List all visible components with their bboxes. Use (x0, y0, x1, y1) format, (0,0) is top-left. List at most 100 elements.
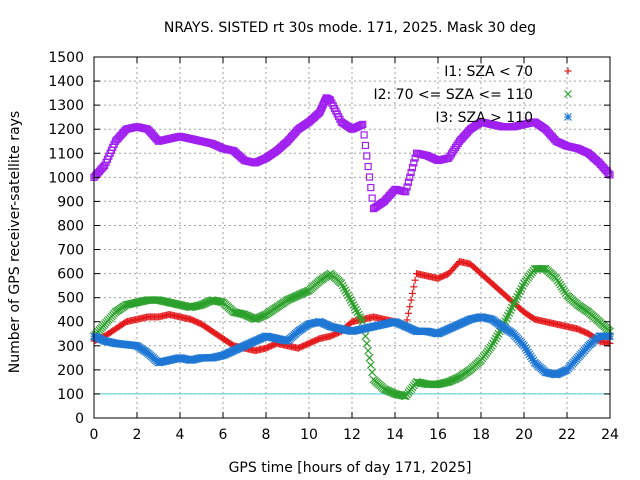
data-point-interp-box (361, 141, 370, 150)
data-point-interp (403, 316, 411, 324)
data-point-interp (408, 164, 417, 172)
data-point-interp (357, 315, 366, 324)
data-point-box (402, 188, 410, 196)
data-point-interp (404, 309, 412, 317)
data-point-interp (404, 178, 413, 186)
data-point-interp (361, 332, 370, 341)
data-point-interp-box (403, 183, 411, 191)
data-point-interp (345, 293, 354, 302)
data-point-interp-stroke (350, 303, 359, 312)
data-point-interp (239, 310, 248, 319)
data-point-interp (365, 173, 374, 181)
data-point-interp (408, 289, 416, 297)
data-point-interp-stroke (340, 284, 348, 292)
data-point-interp (406, 303, 414, 311)
x-axis-title: GPS time [hours of day 171, 2025] (229, 460, 472, 476)
data-point-interp (493, 332, 502, 341)
data-point-interp-box (357, 121, 366, 129)
data-point-interp-box (367, 183, 375, 192)
y-axis-title: Number of GPS receiver-satellite rays (7, 111, 23, 373)
data-point-interp-stroke (489, 339, 498, 348)
data-point-interp-box (408, 164, 417, 172)
series-4 (90, 94, 614, 213)
data-point-interp-stroke (349, 300, 358, 309)
data-layer (90, 94, 614, 401)
data-point (402, 188, 410, 196)
data-point-interp (368, 194, 376, 202)
data-point-interp-stroke (356, 312, 364, 321)
data-point-interp-stroke (361, 332, 370, 341)
data-point-interp (490, 337, 499, 345)
data-point-interp (361, 141, 370, 150)
data-point-interp (357, 121, 366, 129)
data-point-interp (364, 346, 373, 355)
data-point-interp (350, 303, 359, 312)
data-point-interp-stroke (357, 315, 366, 324)
data-point-interp-stroke (353, 308, 362, 317)
data-point-interp-stroke (341, 286, 350, 295)
data-point-interp-stroke (216, 297, 225, 306)
data-point-interp (407, 168, 415, 177)
data-point-interp-stroke (217, 298, 226, 307)
data-point-interp-stroke (215, 297, 223, 306)
data-point-interp (443, 378, 452, 387)
data-point-interp-stroke (365, 353, 374, 362)
data-point-interp-stroke (494, 329, 503, 338)
data-point-interp (356, 312, 364, 321)
data-point-interp (352, 305, 360, 314)
data-point-interp-box (365, 173, 374, 181)
data-point-interp (349, 300, 358, 309)
data-point-interp (366, 361, 375, 369)
data-point-interp-stroke (346, 296, 355, 304)
data-point-interp (403, 183, 411, 191)
data-point-interp-box (407, 168, 415, 177)
data-point-interp-stroke (352, 305, 360, 314)
data-point-interp (489, 339, 498, 348)
data-point-interp (363, 152, 371, 160)
data-point-stroke (358, 317, 367, 326)
data-point-interp (367, 183, 375, 192)
data-point-interp (353, 308, 362, 317)
data-point-interp-stroke (237, 309, 246, 318)
data-point-interp (354, 310, 363, 319)
chart-title: NRAYS. SISTED rt 30s mode. 171, 2025. Ma… (164, 20, 536, 36)
data-point-interp (410, 159, 418, 167)
data-point-interp (341, 286, 350, 295)
data-point-stroke (337, 279, 346, 288)
data-point-box (359, 120, 367, 128)
data-point (348, 298, 356, 307)
data-point-interp-stroke (239, 310, 248, 319)
data-point-interp (338, 281, 347, 290)
data-point-interp-box (406, 173, 414, 181)
data-point-interp (344, 291, 352, 300)
data-point-interp-stroke (397, 391, 406, 400)
data-point-interp-stroke (364, 346, 373, 355)
data-point-interp (196, 301, 205, 310)
data-point-interp-stroke (493, 332, 502, 341)
data-point-interp (406, 173, 414, 181)
series-3 (90, 312, 614, 379)
data-point-stroke (348, 298, 356, 307)
data-point-interp-stroke (342, 288, 351, 297)
data-point-interp (216, 297, 225, 306)
data-point-interp-box (364, 162, 372, 171)
data-point-interp (364, 162, 372, 171)
data-point-interp (407, 296, 415, 304)
data-point-interp (360, 131, 368, 139)
data-point-interp (346, 296, 355, 304)
data-point-interp (411, 276, 419, 284)
data-point (487, 341, 496, 350)
data-point-interp (340, 284, 348, 292)
data-point-interp (362, 339, 371, 348)
data-point-interp-box (410, 159, 418, 167)
data-point-interp-stroke (366, 361, 375, 369)
data-point-interp-stroke (196, 301, 205, 310)
data-point-interp-box (404, 178, 413, 186)
series-2 (90, 264, 614, 401)
data-point-interp (494, 329, 503, 338)
data-point-interp-box (363, 152, 371, 160)
data-point-interp-stroke (491, 334, 500, 343)
data-point-interp-stroke (490, 337, 499, 345)
data-point-interp-stroke (354, 310, 363, 319)
